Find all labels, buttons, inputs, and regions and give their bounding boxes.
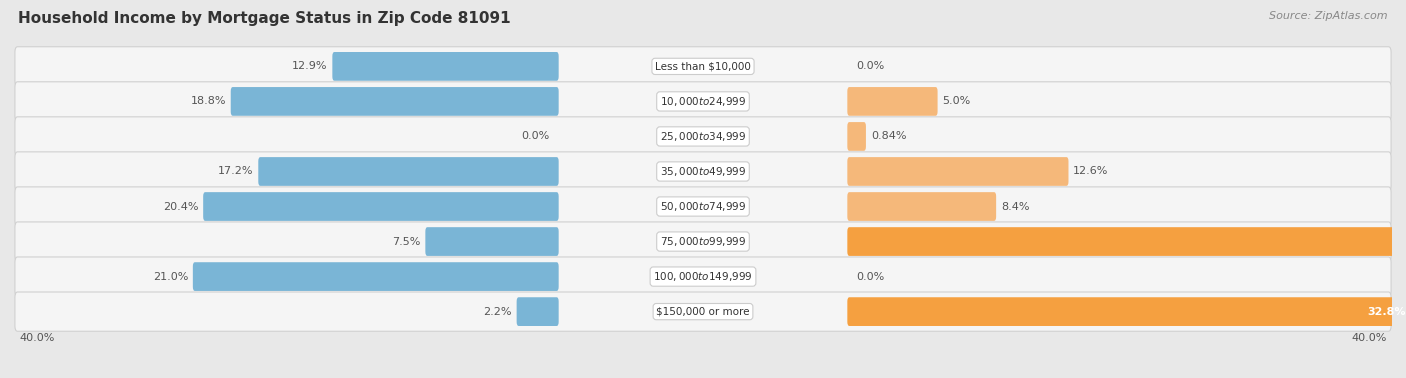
FancyBboxPatch shape [15,82,1391,121]
FancyBboxPatch shape [193,262,558,291]
Text: 0.0%: 0.0% [856,271,884,282]
Text: 0.84%: 0.84% [870,132,907,141]
Text: 8.4%: 8.4% [1001,201,1029,212]
FancyBboxPatch shape [426,227,558,256]
Text: 0.0%: 0.0% [522,132,550,141]
FancyBboxPatch shape [848,87,938,116]
Text: 17.2%: 17.2% [218,166,253,177]
Text: $75,000 to $99,999: $75,000 to $99,999 [659,235,747,248]
Text: 21.0%: 21.0% [153,271,188,282]
Text: 12.9%: 12.9% [292,61,328,71]
FancyBboxPatch shape [15,187,1391,226]
Text: $100,000 to $149,999: $100,000 to $149,999 [654,270,752,283]
Text: $50,000 to $74,999: $50,000 to $74,999 [659,200,747,213]
FancyBboxPatch shape [332,52,558,81]
FancyBboxPatch shape [15,152,1391,191]
Text: 18.8%: 18.8% [190,96,226,107]
FancyBboxPatch shape [848,122,866,151]
Text: Household Income by Mortgage Status in Zip Code 81091: Household Income by Mortgage Status in Z… [18,11,510,26]
FancyBboxPatch shape [848,192,995,221]
FancyBboxPatch shape [231,87,558,116]
Text: $10,000 to $24,999: $10,000 to $24,999 [659,95,747,108]
FancyBboxPatch shape [15,257,1391,296]
Text: 0.0%: 0.0% [856,61,884,71]
FancyBboxPatch shape [15,292,1391,331]
FancyBboxPatch shape [204,192,558,221]
FancyBboxPatch shape [15,117,1391,156]
Text: 5.0%: 5.0% [942,96,970,107]
FancyBboxPatch shape [848,157,1069,186]
Text: 7.5%: 7.5% [392,237,420,246]
Text: $35,000 to $49,999: $35,000 to $49,999 [659,165,747,178]
Text: Source: ZipAtlas.com: Source: ZipAtlas.com [1270,11,1388,21]
FancyBboxPatch shape [848,297,1406,326]
Text: 32.8%: 32.8% [1367,307,1406,317]
Text: 12.6%: 12.6% [1073,166,1109,177]
Text: 2.2%: 2.2% [484,307,512,317]
FancyBboxPatch shape [848,227,1406,256]
Text: Less than $10,000: Less than $10,000 [655,61,751,71]
Text: 20.4%: 20.4% [163,201,198,212]
Text: $25,000 to $34,999: $25,000 to $34,999 [659,130,747,143]
FancyBboxPatch shape [259,157,558,186]
Text: 40.0%: 40.0% [20,333,55,342]
Text: $150,000 or more: $150,000 or more [657,307,749,317]
FancyBboxPatch shape [15,47,1391,86]
FancyBboxPatch shape [516,297,558,326]
Text: 40.0%: 40.0% [1351,333,1386,342]
FancyBboxPatch shape [15,222,1391,261]
